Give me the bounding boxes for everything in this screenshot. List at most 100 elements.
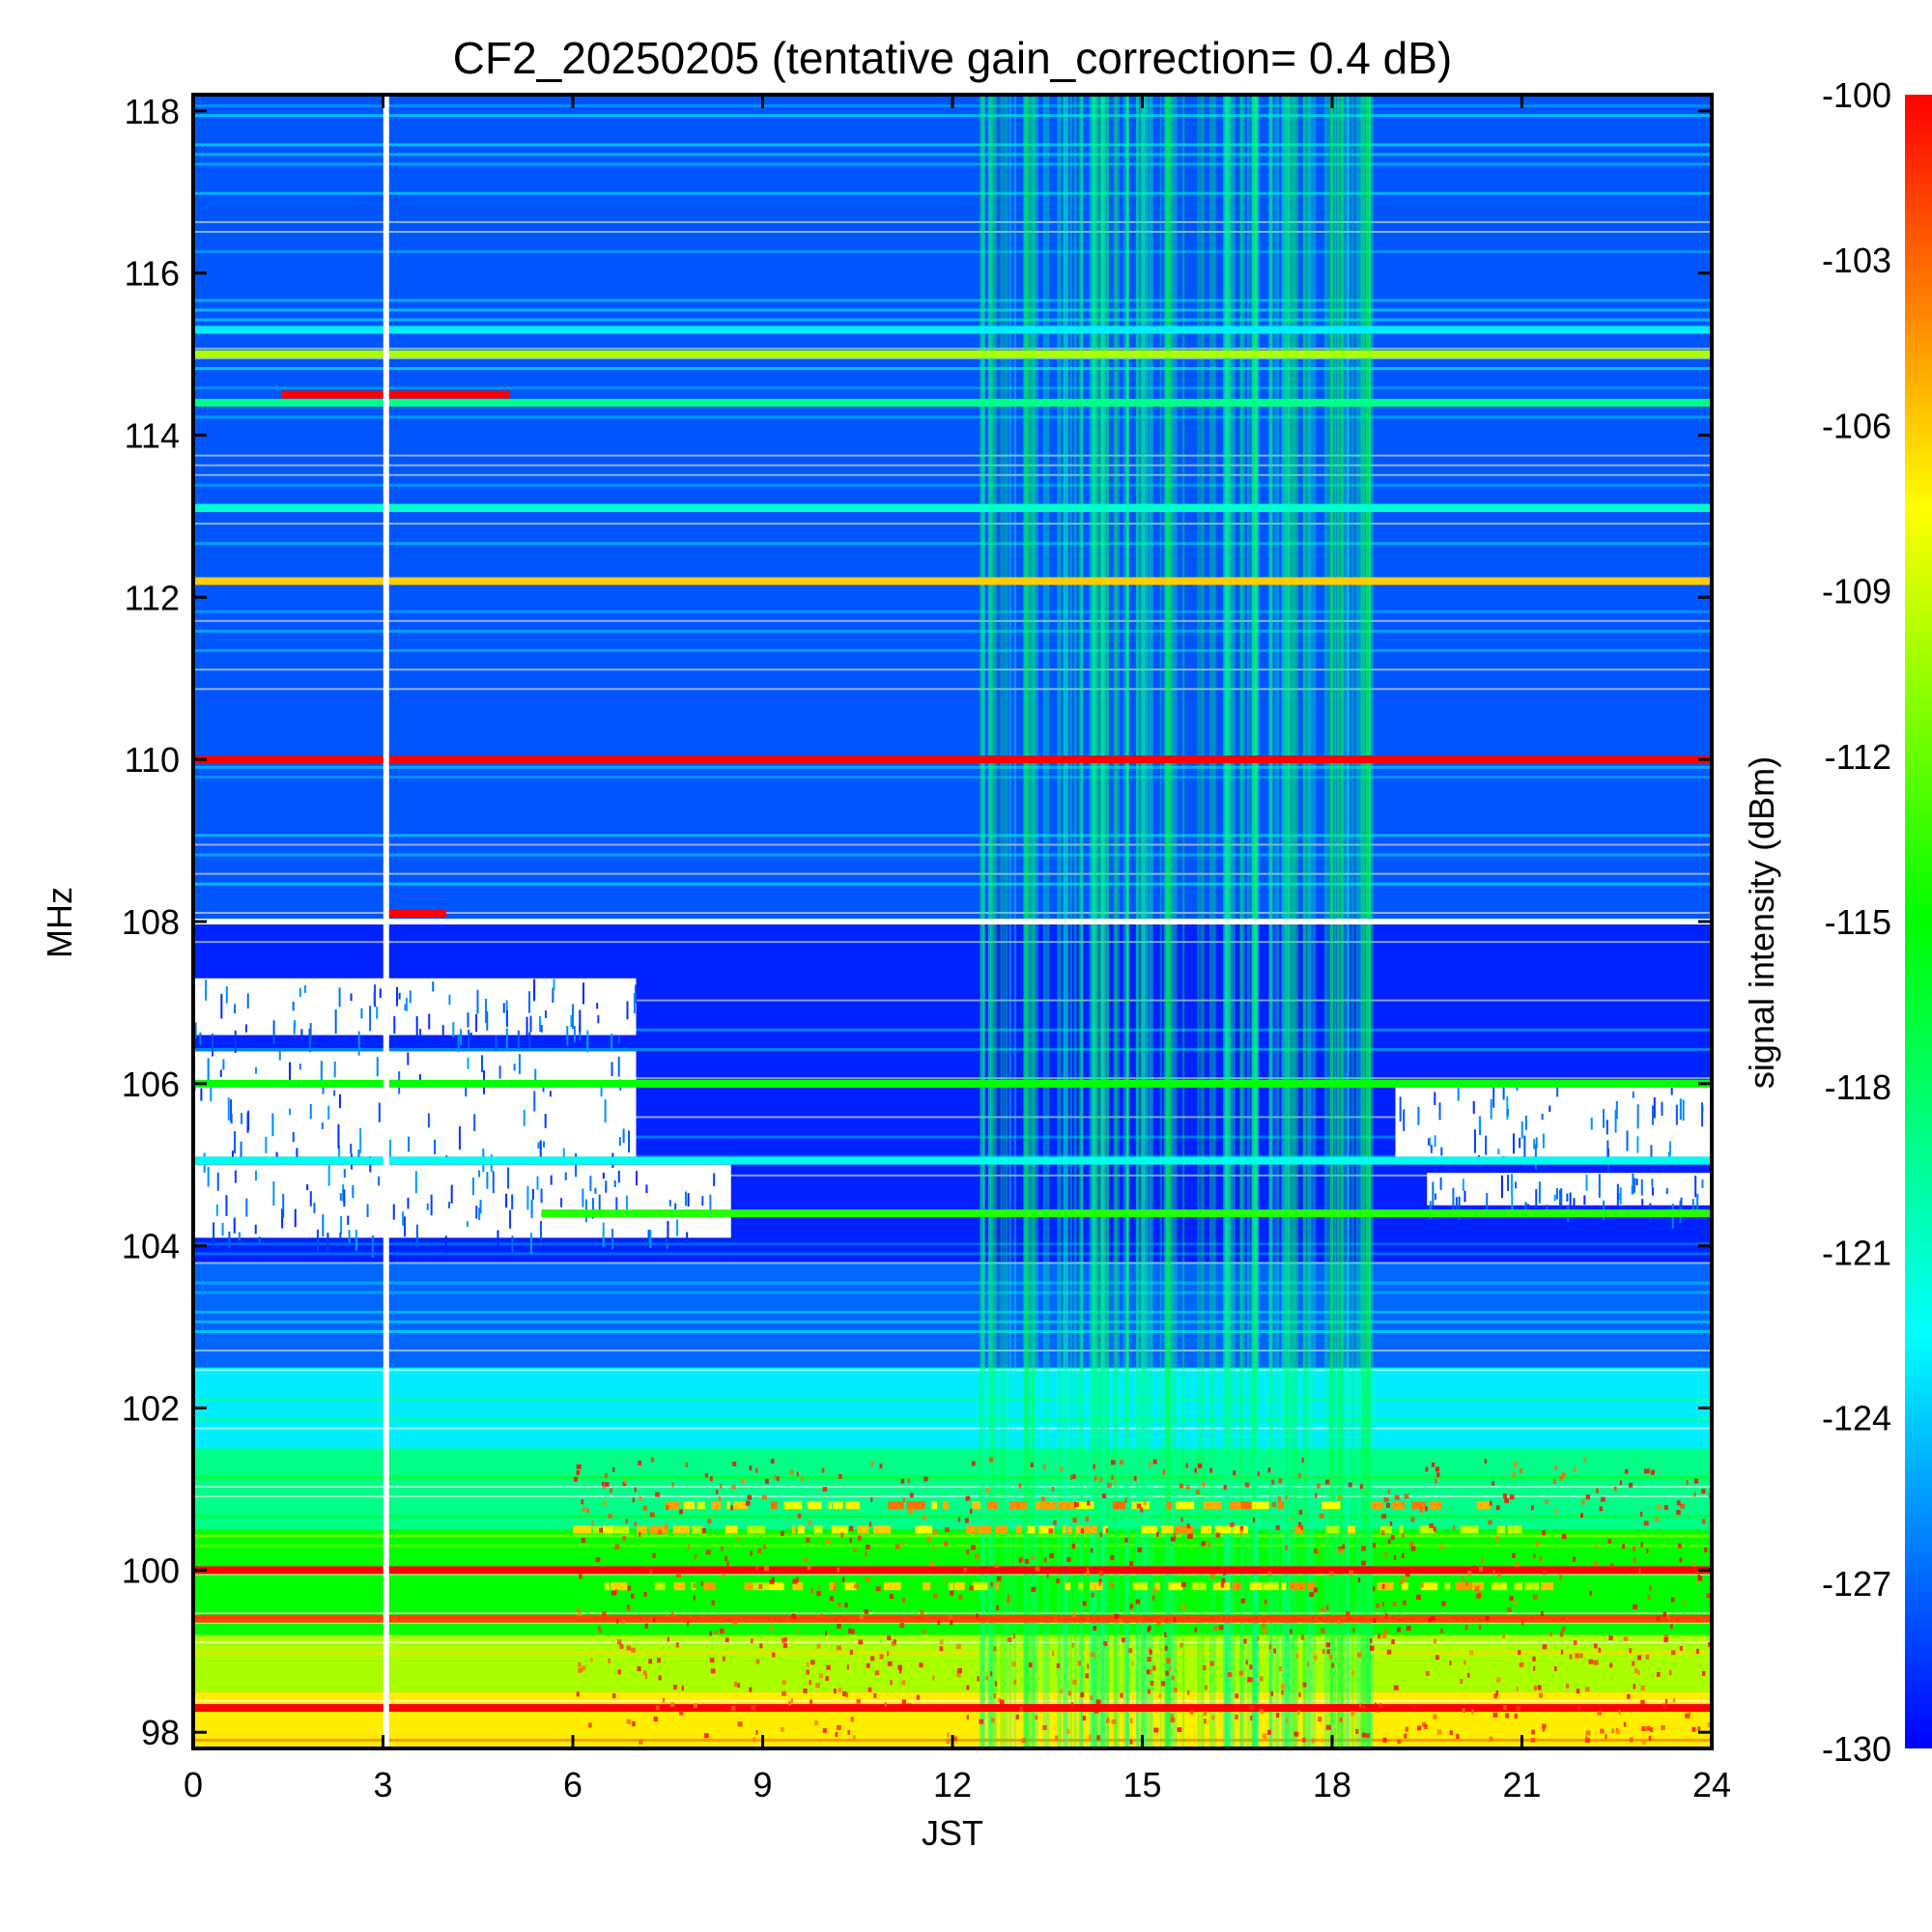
signal-speck <box>927 1566 933 1572</box>
signal-speck <box>1662 1611 1667 1617</box>
signal-speck <box>1262 1733 1267 1739</box>
signal-segment <box>915 1525 933 1534</box>
signal-speck <box>813 1720 819 1726</box>
signal-segment <box>1399 1525 1404 1534</box>
signal-speck <box>1165 1670 1169 1676</box>
signal-speck <box>796 1471 799 1477</box>
no-data-speck <box>450 1184 453 1204</box>
signal-speck <box>1492 1570 1495 1576</box>
signal-speck <box>870 1656 875 1662</box>
signal-speck <box>1385 1612 1388 1618</box>
signal-speck <box>639 1495 642 1501</box>
signal-segment <box>1168 1582 1183 1591</box>
signal-speck <box>625 1519 628 1524</box>
signal-speck <box>988 1457 994 1463</box>
signal-speck <box>1431 1462 1435 1467</box>
no-data-speck <box>649 1230 652 1249</box>
signal-speck <box>704 1472 709 1478</box>
signal-speck <box>1383 1496 1389 1502</box>
signal-speck <box>737 1683 741 1689</box>
texture-line <box>193 1242 1712 1246</box>
signal-segment <box>1392 1501 1405 1510</box>
no-data-speck <box>1428 1138 1431 1146</box>
signal-segment <box>1321 1501 1341 1510</box>
y-tick-label: 118 <box>125 92 180 131</box>
signal-speck <box>854 1583 859 1589</box>
signal-speck <box>1489 1500 1492 1506</box>
signal-speck <box>667 1636 669 1642</box>
no-data-speck <box>1696 1194 1699 1201</box>
signal-segment <box>1089 1582 1103 1591</box>
signal-speck <box>1431 1615 1435 1621</box>
signal-speck <box>1140 1507 1144 1513</box>
signal-segment <box>672 1525 690 1534</box>
signal-speck <box>946 1739 951 1745</box>
signal-speck <box>1634 1668 1638 1674</box>
signal-speck <box>1099 1477 1103 1483</box>
signal-segment <box>1348 1525 1355 1534</box>
signal-speck <box>806 1669 810 1675</box>
signal-speck <box>751 1638 753 1644</box>
signal-speck <box>770 1626 773 1632</box>
signal-speck <box>1322 1649 1325 1655</box>
signal-speck <box>649 1569 654 1575</box>
signal-speck <box>1024 1558 1029 1564</box>
no-data-speck <box>562 1148 565 1158</box>
no-data-speck <box>537 1142 540 1150</box>
signal-speck <box>1202 1482 1206 1488</box>
signal-speck <box>1325 1479 1330 1485</box>
signal-speck <box>1173 1687 1179 1692</box>
signal-speck <box>1298 1472 1301 1478</box>
signal-speck <box>1626 1693 1631 1699</box>
signal-speck <box>1505 1713 1509 1719</box>
texture-line <box>193 1077 1712 1080</box>
signal-speck <box>1147 1657 1151 1662</box>
signal-speck <box>1240 1598 1245 1604</box>
signal-speck <box>1632 1546 1635 1551</box>
signal-speck <box>1053 1616 1059 1622</box>
signal-speck <box>1089 1734 1092 1740</box>
signal-speck <box>1026 1567 1031 1573</box>
signal-speck <box>581 1499 583 1505</box>
no-data-speck <box>469 1033 472 1042</box>
signal-speck <box>650 1457 655 1463</box>
signal-speck <box>897 1664 902 1670</box>
no-data-speck <box>238 1232 241 1241</box>
signal-speck <box>1393 1685 1399 1690</box>
signal-speck <box>1656 1504 1662 1510</box>
no-data-speck <box>405 997 408 1011</box>
signal-speck <box>1361 1732 1366 1738</box>
signal-segment <box>637 1525 647 1534</box>
signal-speck <box>578 1662 582 1667</box>
y-axis-label: MHz <box>40 887 79 958</box>
signal-speck <box>1467 1570 1472 1576</box>
signal-speck <box>1326 1605 1329 1610</box>
signal-speck <box>1316 1548 1320 1554</box>
signal-speck <box>1424 1506 1428 1512</box>
signal-speck <box>638 1461 641 1466</box>
signal-speck <box>1090 1548 1094 1553</box>
signal-speck <box>1433 1714 1437 1719</box>
signal-speck <box>1589 1590 1593 1596</box>
signal-speck <box>1670 1650 1676 1656</box>
signal-speck <box>1220 1582 1225 1588</box>
band-separator-108 <box>193 919 1712 924</box>
signal-speck <box>939 1639 944 1645</box>
signal-speck <box>1583 1457 1586 1463</box>
y-tick-label: 116 <box>125 254 180 294</box>
signal-speck <box>1158 1693 1161 1699</box>
no-data-speck <box>1458 1196 1461 1221</box>
signal-segment <box>1232 1582 1241 1591</box>
signal-speck <box>1098 1578 1102 1584</box>
y-axis-ticks: 98 100 102 104 106 108 110 112 114 116 118 <box>122 92 1712 1752</box>
no-data-speck <box>598 1194 601 1211</box>
no-data-speck <box>230 1114 233 1124</box>
no-data-speck <box>1615 1100 1618 1120</box>
no-data-speck <box>407 1052 410 1065</box>
no-data-speck <box>1440 1147 1443 1156</box>
no-data-speck <box>240 1141 242 1159</box>
signal-speck <box>1380 1530 1385 1536</box>
no-data-speck <box>1661 1101 1663 1117</box>
signal-speck <box>1402 1552 1405 1558</box>
signal-segment <box>1083 1525 1097 1534</box>
